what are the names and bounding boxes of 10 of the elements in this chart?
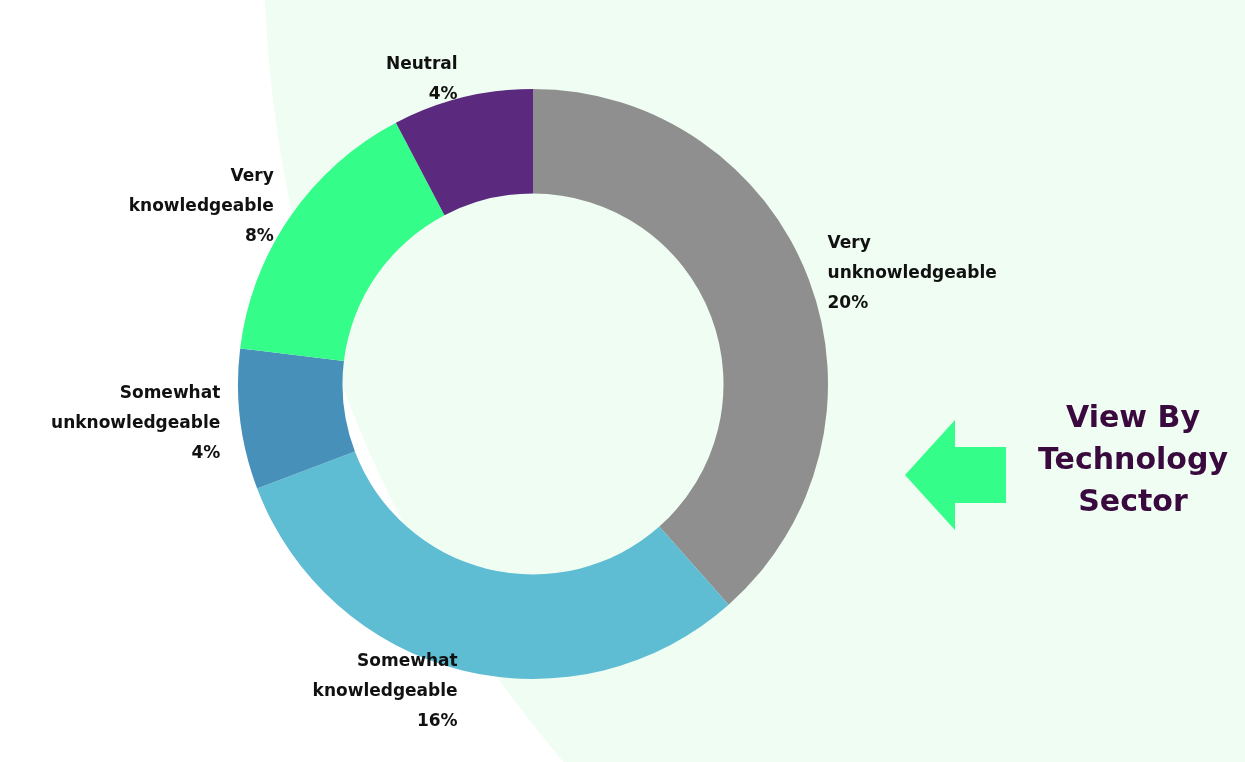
slice-label: Neutral: [385, 53, 458, 74]
slice-label: Somewhat unknowledgeable: [51, 381, 221, 432]
slice-label: Very unknowledgeable: [827, 232, 997, 283]
data-label: 4%: [191, 441, 221, 462]
slice-label: Very knowledgeable: [128, 165, 274, 216]
data-label: 16%: [416, 709, 458, 730]
data-label: 4%: [428, 83, 458, 104]
text: View By Technology Sector: [1038, 398, 1229, 518]
data-label: 8%: [244, 225, 274, 246]
data-label: 20%: [827, 292, 869, 313]
